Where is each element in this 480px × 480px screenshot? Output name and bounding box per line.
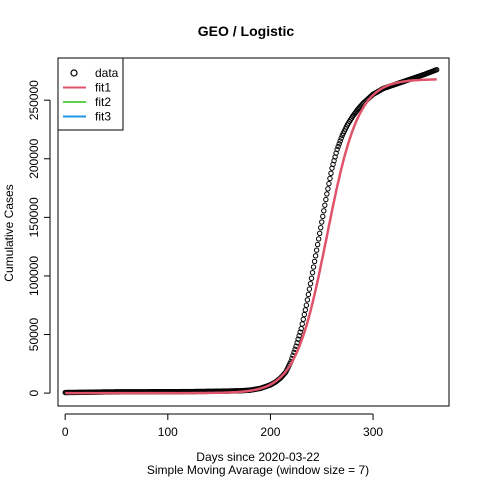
data-point xyxy=(302,307,309,313)
legend-label-fit3: fit3 xyxy=(95,110,111,124)
data-point xyxy=(334,146,340,153)
x-tick-label: 200 xyxy=(260,425,280,439)
y-tick-label: 250000 xyxy=(27,80,41,120)
data-point xyxy=(324,191,330,197)
data-point xyxy=(328,170,334,176)
data-point xyxy=(308,275,315,281)
y-tick-label: 150000 xyxy=(27,197,41,237)
data-point xyxy=(318,224,324,231)
y-tick-label: 100000 xyxy=(27,256,41,296)
data-point xyxy=(325,186,331,192)
legend-label-fit1: fit1 xyxy=(95,81,111,95)
data-point xyxy=(321,208,327,214)
y-tick-label: 50000 xyxy=(27,318,41,352)
data-point xyxy=(304,297,311,303)
x-tick-label: 300 xyxy=(363,425,383,439)
data-point xyxy=(316,230,323,236)
data-point xyxy=(337,138,343,144)
data-point xyxy=(323,196,329,203)
data-point xyxy=(303,302,310,308)
data-point xyxy=(306,286,313,292)
data-point xyxy=(311,258,318,265)
data-point xyxy=(310,264,317,270)
chart-title: GEO / Logistic xyxy=(198,23,295,39)
y-tick-label: 0 xyxy=(27,389,41,396)
data-point xyxy=(315,236,322,242)
x-axis-sublabel: Simple Moving Avarage (window size = 7) xyxy=(147,463,369,477)
x-tick-label: 0 xyxy=(62,425,69,439)
y-tick-label: 200000 xyxy=(27,138,41,178)
data-point xyxy=(296,332,302,339)
data-point xyxy=(309,269,316,276)
data-point xyxy=(294,340,300,346)
data-point xyxy=(312,253,319,259)
data-point xyxy=(322,202,328,208)
fit-line-fit1 xyxy=(65,78,437,395)
x-tick-label: 100 xyxy=(158,425,178,439)
data-point xyxy=(307,280,314,287)
legend-symbol-data xyxy=(70,69,78,77)
plot-area xyxy=(62,67,440,396)
data-point xyxy=(314,241,321,248)
data-point xyxy=(301,311,307,318)
data-point xyxy=(305,291,312,298)
axes: 0 100 200 300 0 50000 100000 150000 200000 250000 xyxy=(27,57,450,439)
data-point xyxy=(335,143,341,150)
data-point xyxy=(299,321,305,327)
data-point xyxy=(297,329,303,335)
data-point xyxy=(326,180,332,187)
legend-box xyxy=(57,57,124,131)
y-axis-label: Cumulative Cases xyxy=(2,184,16,281)
x-axis-label: Days since 2020-03-22 xyxy=(196,450,320,464)
legend-label-fit2: fit2 xyxy=(95,95,111,109)
data-point xyxy=(336,141,342,147)
plot-frame xyxy=(57,57,450,407)
data-point xyxy=(338,135,344,141)
data-point xyxy=(319,219,325,225)
data-point xyxy=(313,247,320,253)
legend-label-data: data xyxy=(95,66,119,80)
data-point xyxy=(327,175,333,182)
data-point xyxy=(320,213,326,220)
data-point xyxy=(433,67,440,73)
data-point xyxy=(300,316,306,322)
data-point xyxy=(295,336,301,342)
